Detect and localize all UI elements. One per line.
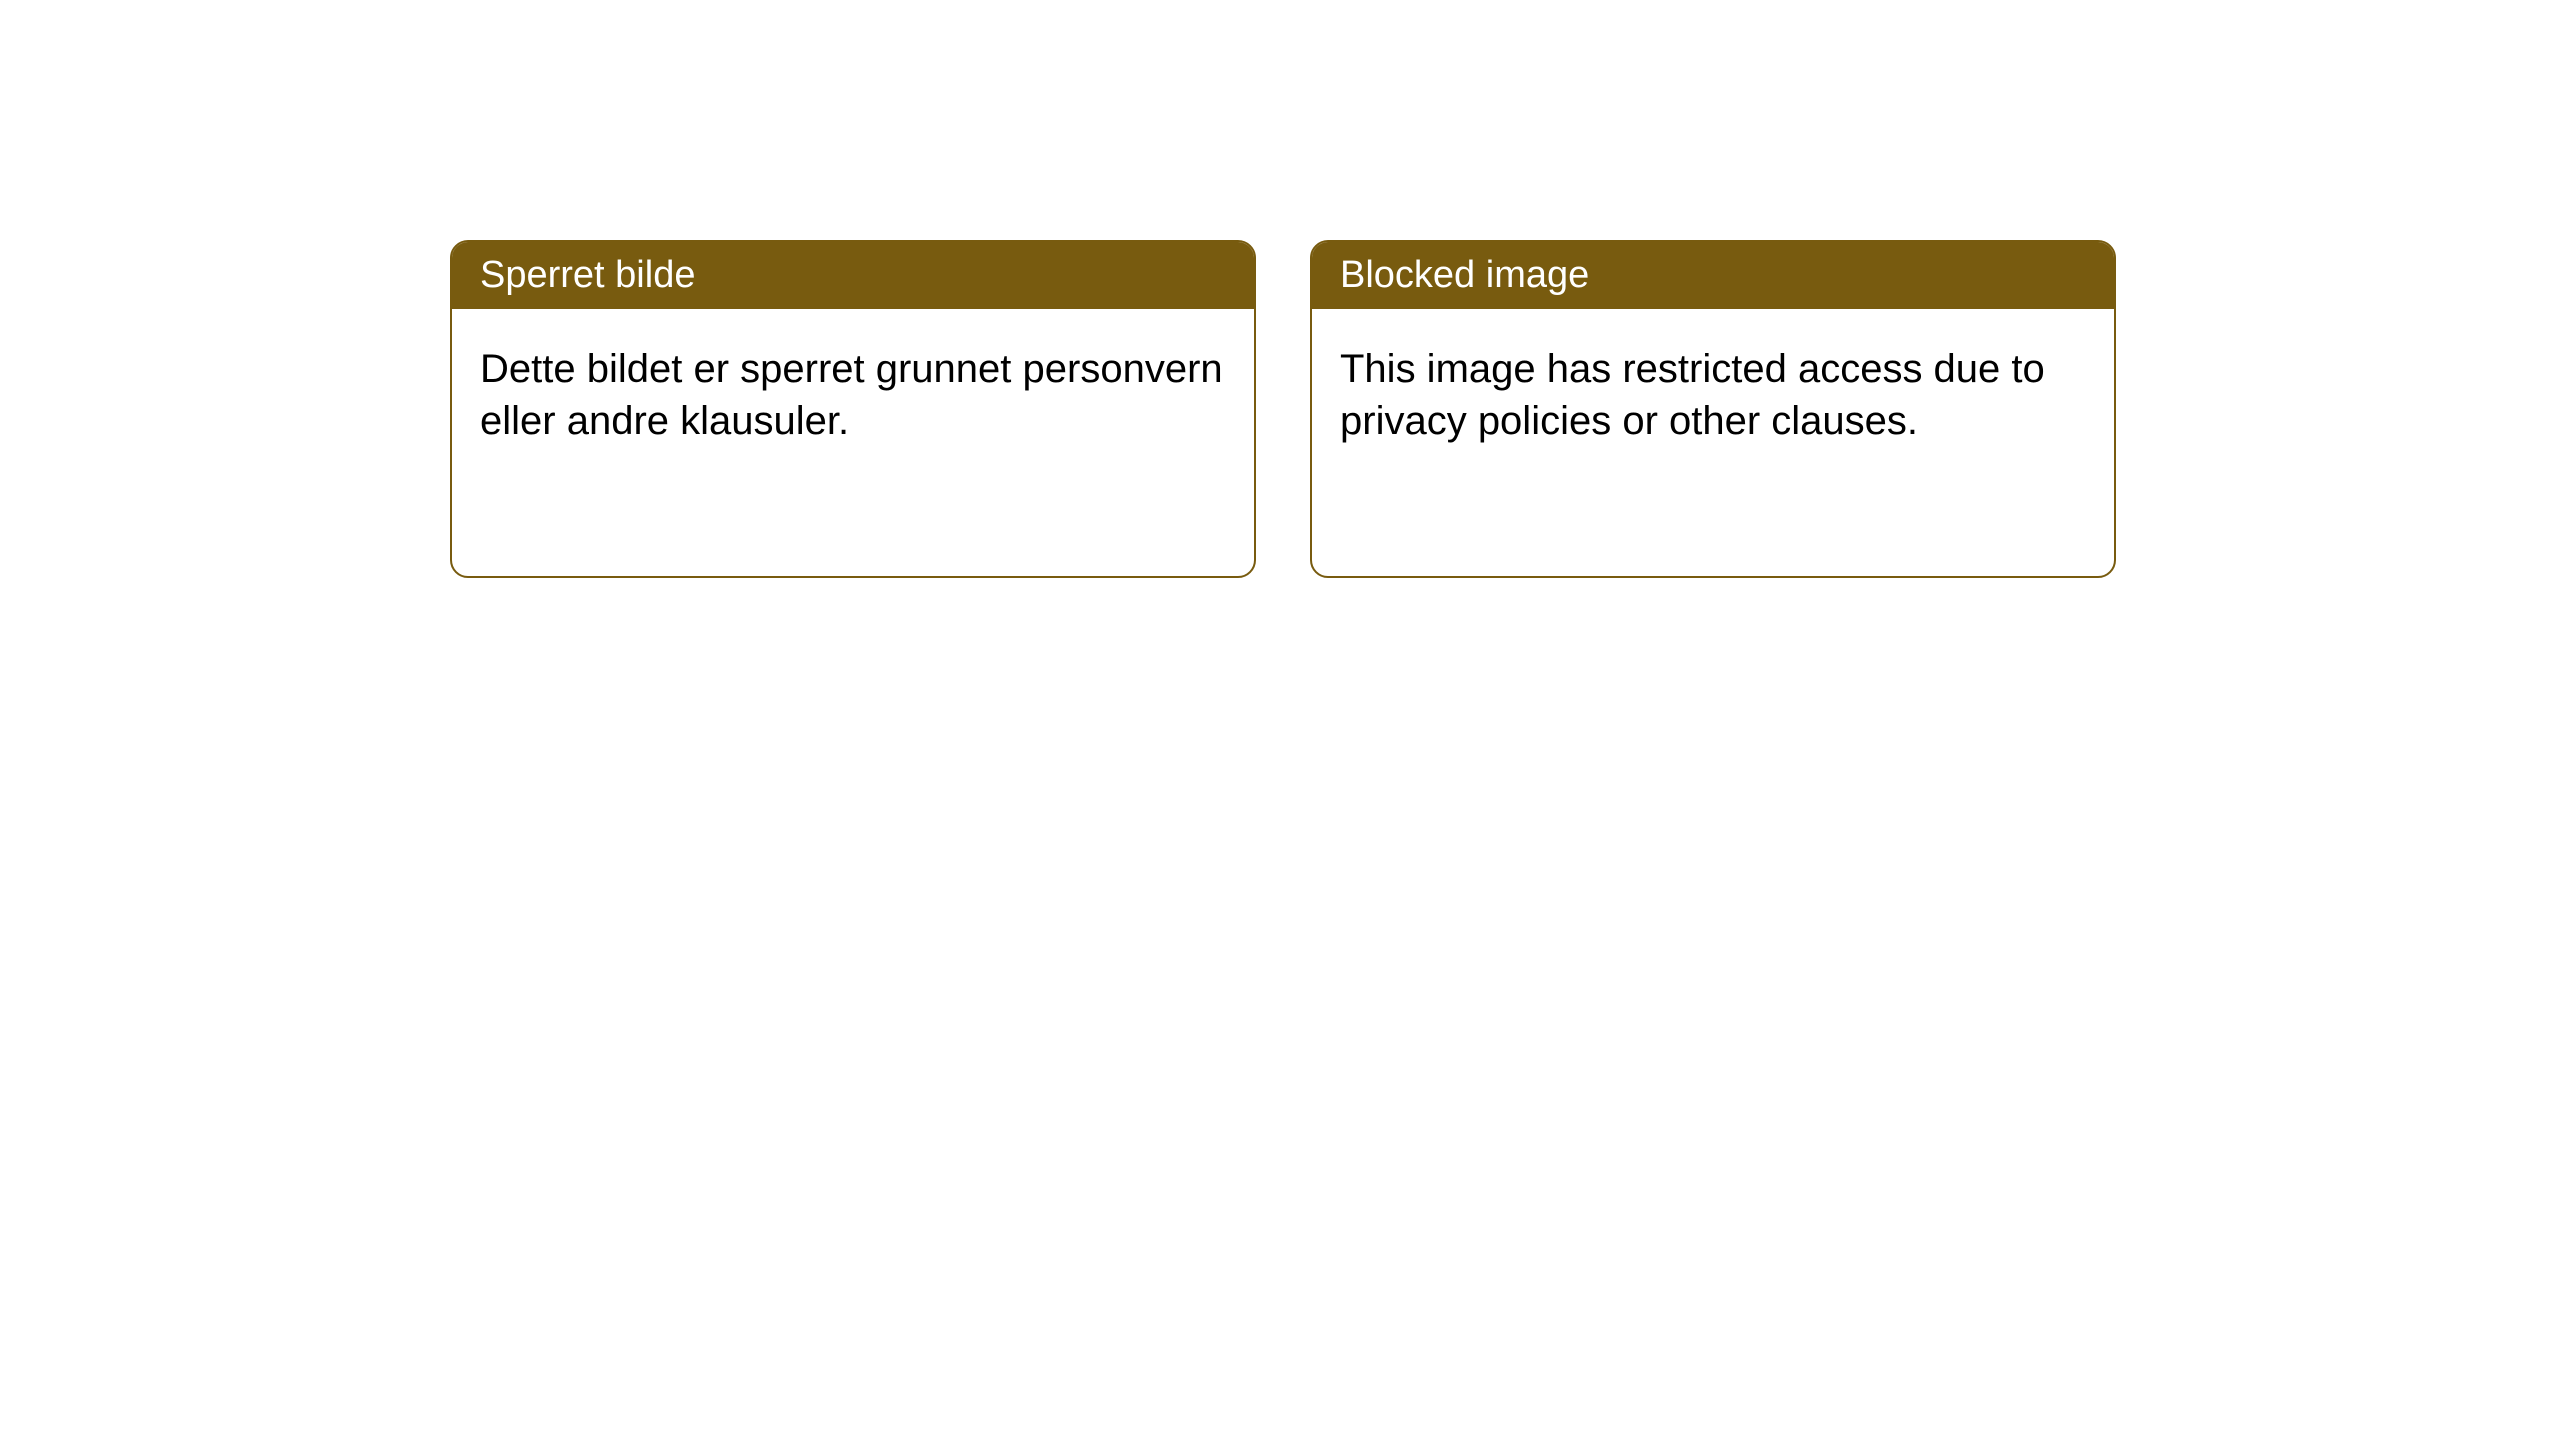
notice-header: Sperret bilde (452, 242, 1254, 309)
notice-body-text: Dette bildet er sperret grunnet personve… (480, 347, 1223, 443)
notice-title: Sperret bilde (480, 254, 695, 296)
notice-container: Sperret bilde Dette bildet er sperret gr… (0, 0, 2560, 578)
notice-card-norwegian: Sperret bilde Dette bildet er sperret gr… (450, 240, 1256, 578)
notice-body: This image has restricted access due to … (1312, 309, 2114, 481)
notice-body: Dette bildet er sperret grunnet personve… (452, 309, 1254, 481)
notice-card-english: Blocked image This image has restricted … (1310, 240, 2116, 578)
notice-title: Blocked image (1340, 254, 1589, 296)
notice-header: Blocked image (1312, 242, 2114, 309)
notice-body-text: This image has restricted access due to … (1340, 347, 2045, 443)
